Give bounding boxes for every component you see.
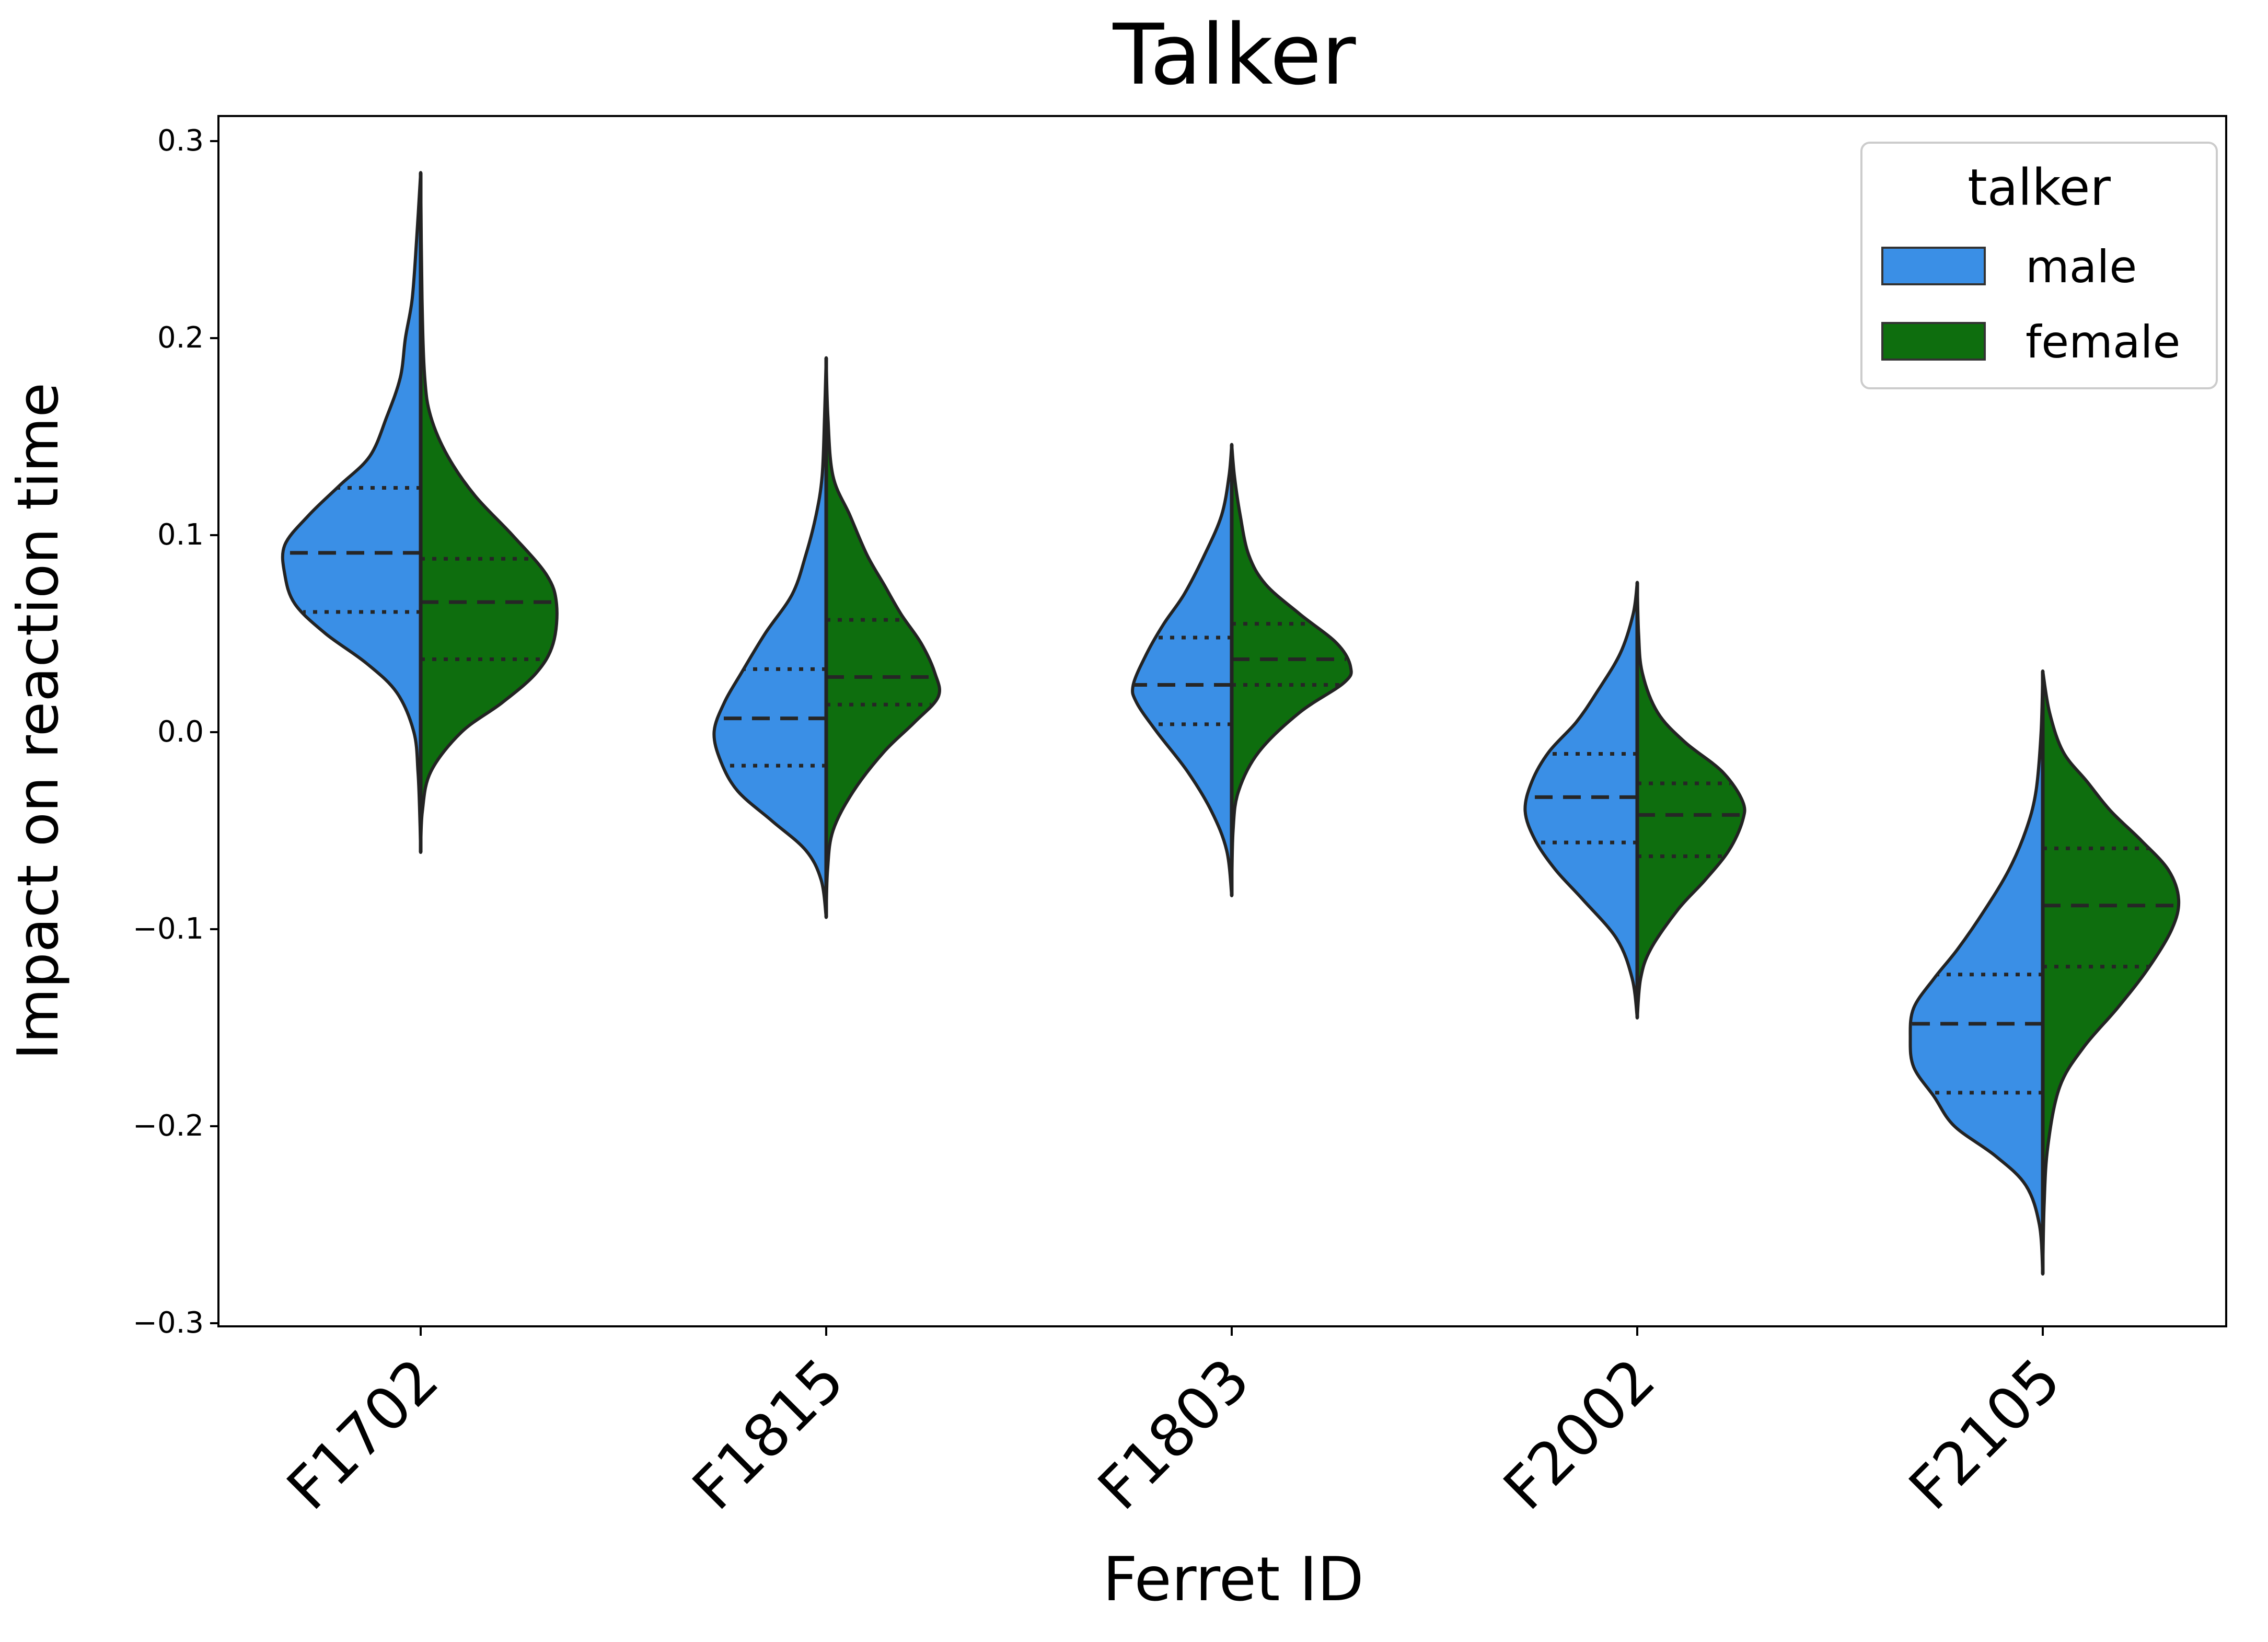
legend-label-male: male (2026, 241, 2137, 293)
y-tick-label: 0.1 (157, 518, 204, 552)
y-tick-label: 0.0 (157, 715, 204, 749)
legend-label-female: female (2026, 316, 2180, 368)
y-tick-label: 0.2 (157, 321, 204, 355)
x-axis-label: Ferret ID (1103, 1544, 1364, 1615)
y-tick-label: −0.2 (133, 1109, 204, 1143)
violin-half-female-f1815 (825, 356, 941, 919)
violin-group-f1702 (281, 171, 559, 854)
violin-group-f2002 (1523, 581, 1746, 1020)
legend: talker male female (1860, 142, 2218, 389)
y-tick-label: −0.1 (133, 912, 204, 946)
violin-half-female-f2105 (2041, 669, 2181, 1276)
y-tick-label: −0.3 (133, 1306, 204, 1340)
violin-group-f1803 (1131, 443, 1353, 897)
violin-half-male-f1803 (1131, 443, 1233, 897)
violin-half-male-f1815 (712, 356, 828, 919)
violin-half-female-f1803 (1230, 443, 1353, 897)
violin-half-female-f2002 (1636, 581, 1746, 1020)
legend-swatch-female (1881, 322, 1986, 361)
violin-group-f1815 (712, 356, 941, 919)
y-axis: 0.3 0.2 0.1 0.0 −0.1 −0.2 −0.3 (133, 124, 218, 1340)
violin-half-female-f1702 (419, 171, 559, 854)
violin-group-f2105 (1908, 669, 2181, 1276)
violins (281, 171, 2181, 1276)
chart-title: Talker (1113, 6, 1356, 103)
y-tick-label: 0.3 (157, 124, 204, 158)
legend-title: talker (1968, 158, 2111, 217)
violin-half-male-f2105 (1908, 669, 2044, 1276)
plot-frame (217, 115, 2227, 1327)
violin-half-male-f2002 (1523, 581, 1639, 1020)
legend-swatch-male (1881, 247, 1986, 285)
y-axis-label: Impact on reaction time (6, 383, 71, 1060)
violin-half-male-f1702 (281, 171, 422, 854)
